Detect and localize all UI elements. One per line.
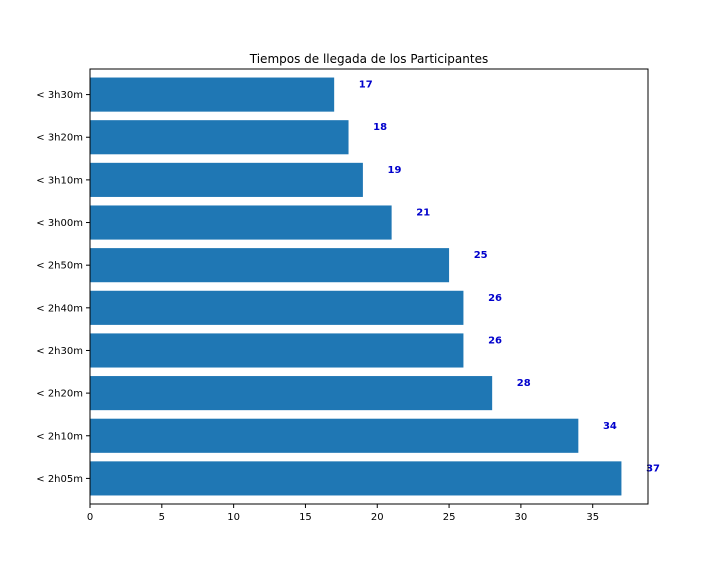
data-label: 26 [488, 335, 502, 346]
y-axis: < 2h05m < 2h10m < 2h20m < 2h30m < 2h40m < 2h5… [36, 90, 90, 485]
x-tick-label: 15 [299, 512, 312, 523]
data-label: 19 [388, 165, 402, 176]
bar [90, 248, 450, 283]
data-label: 21 [416, 208, 430, 219]
x-axis: 0 5 10 15 20 25 30 35 [87, 504, 599, 523]
chart-title: Tiempos de llegada de los Participantes [249, 52, 488, 66]
data-label: 37 [646, 463, 660, 474]
data-label: 25 [474, 250, 488, 261]
x-tick-label: 25 [443, 512, 456, 523]
bar [90, 120, 349, 155]
bar [90, 205, 392, 240]
y-tick-label: < 3h30m [36, 90, 83, 101]
data-label: 28 [517, 378, 531, 389]
x-tick-label: 35 [586, 512, 599, 523]
data-label: 26 [488, 293, 502, 304]
bar [90, 418, 579, 453]
bar [90, 77, 335, 112]
y-tick-label: < 2h30m [36, 346, 83, 357]
bars [90, 77, 622, 496]
y-tick-label: < 3h00m [36, 218, 83, 229]
bar [90, 290, 464, 325]
data-label: 18 [373, 122, 387, 133]
data-label: 17 [359, 80, 373, 91]
x-tick-label: 20 [371, 512, 384, 523]
bar [90, 162, 363, 197]
x-tick-label: 5 [159, 512, 165, 523]
y-tick-label: < 2h05m [36, 474, 83, 485]
y-tick-label: < 3h20m [36, 133, 83, 144]
bar [90, 333, 464, 368]
plot-frame [89, 68, 649, 505]
y-tick-label: < 2h50m [36, 261, 83, 272]
x-tick-label: 10 [227, 512, 240, 523]
bar [90, 461, 622, 496]
y-tick-label: < 2h10m [36, 431, 83, 442]
data-labels: 37 34 28 26 26 25 21 19 18 17 [359, 80, 660, 475]
y-tick-label: < 3h10m [36, 175, 83, 186]
y-tick-label: < 2h20m [36, 389, 83, 400]
x-tick-label: 0 [87, 512, 93, 523]
y-tick-label: < 2h40m [36, 303, 83, 314]
x-tick-label: 30 [515, 512, 528, 523]
data-label: 34 [603, 421, 617, 432]
bar [90, 376, 493, 411]
